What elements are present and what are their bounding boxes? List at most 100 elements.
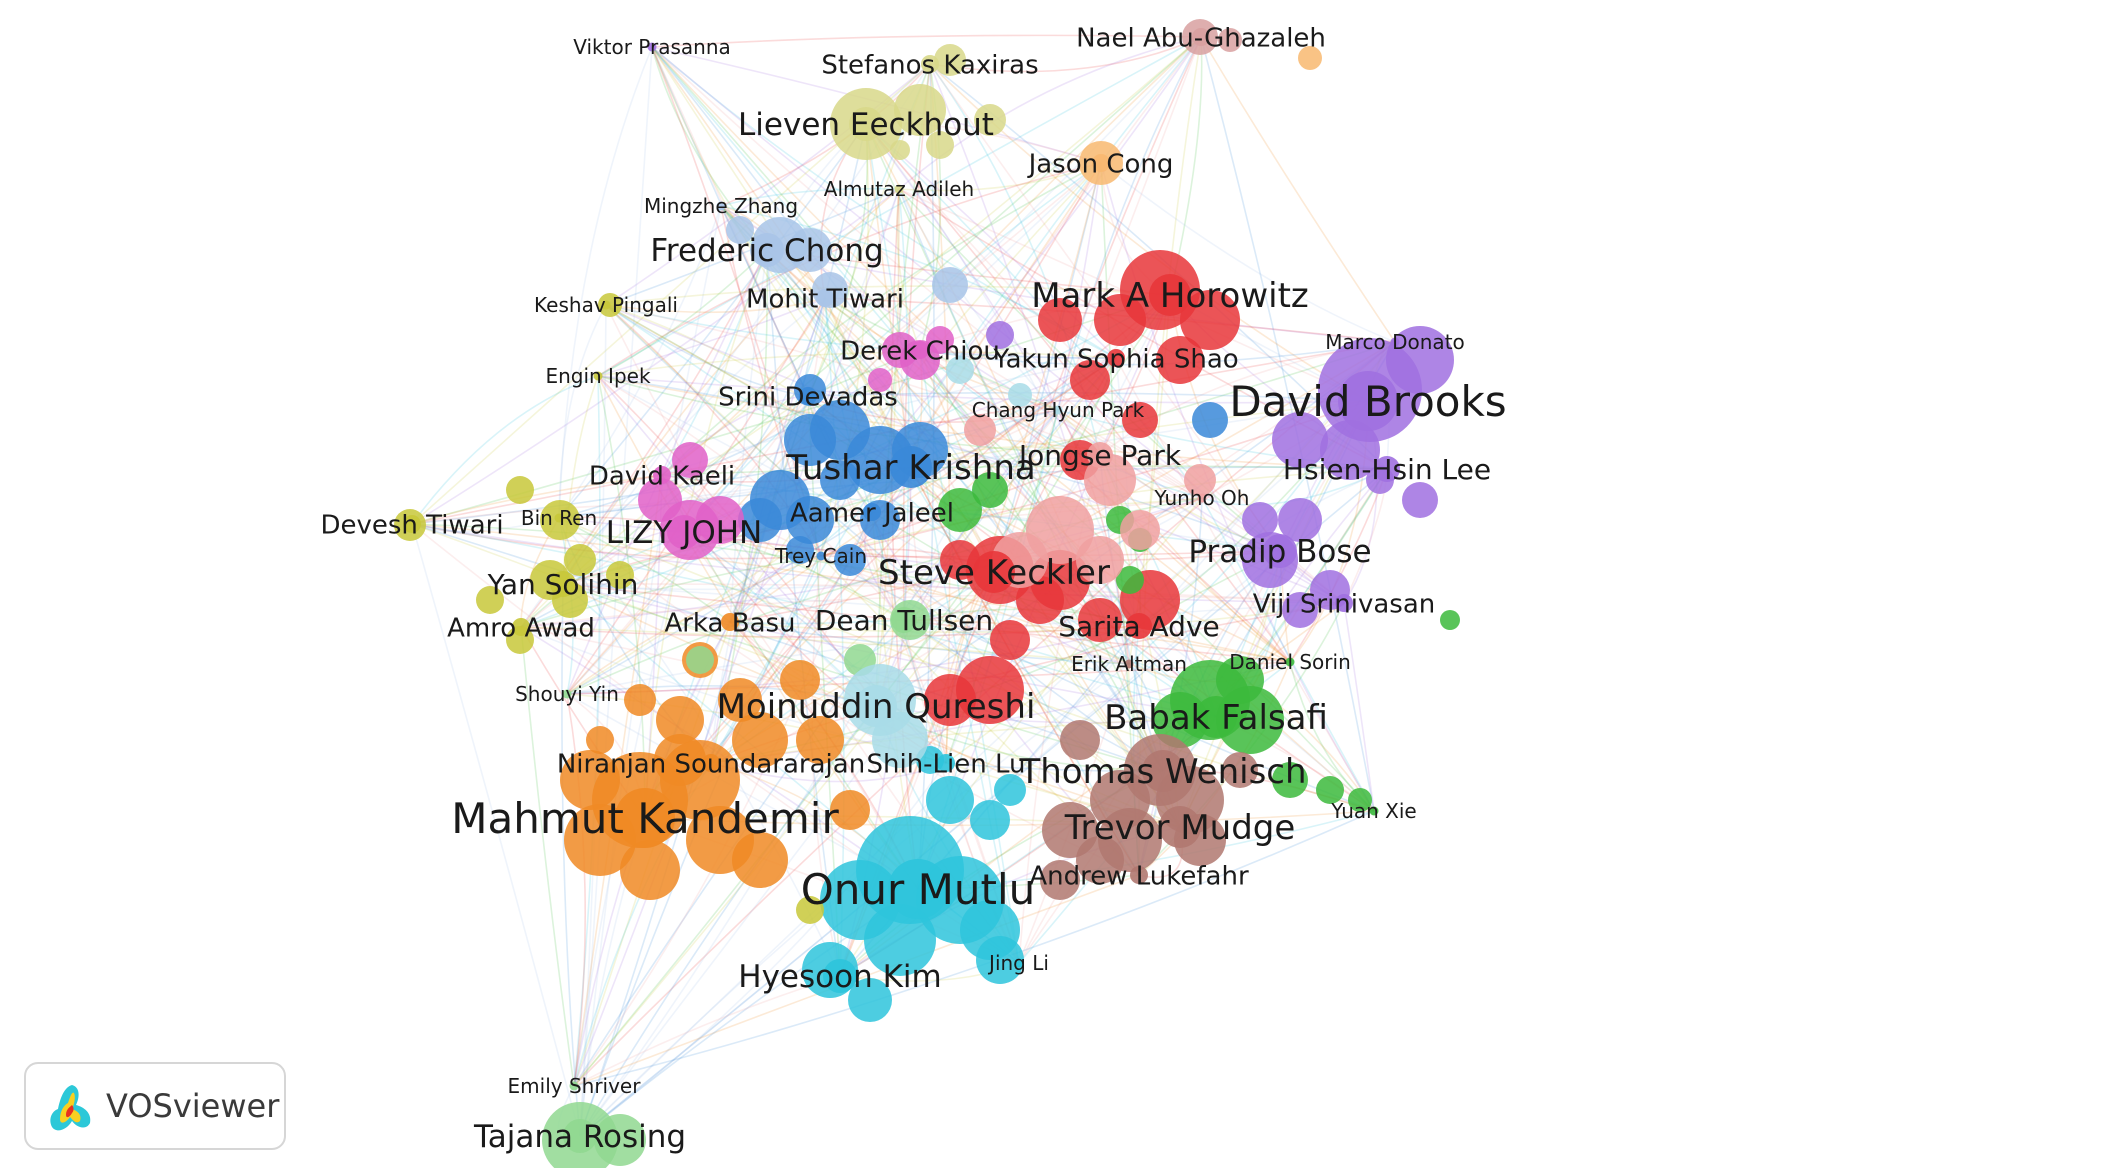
author-node[interactable] — [667, 515, 701, 549]
author-node[interactable] — [653, 466, 671, 484]
author-label[interactable]: Frederic Chong — [650, 233, 883, 269]
author-label[interactable]: Jongse Park — [1017, 439, 1182, 472]
author-label[interactable]: Aamer Jaleel — [790, 498, 954, 528]
author-label[interactable]: Almutaz Adileh — [824, 177, 974, 201]
author-node[interactable] — [1142, 750, 1184, 792]
author-node[interactable] — [1053, 405, 1063, 415]
author-label[interactable]: Shih-Lien Lu — [866, 749, 1025, 779]
author-label[interactable]: Babak Falsafi — [1104, 698, 1328, 738]
author-label[interactable]: Marco Donato — [1325, 330, 1465, 354]
author-label[interactable]: Viji Srinivasan — [1253, 589, 1436, 619]
author-label[interactable]: Mohit Tiwari — [746, 284, 904, 314]
author-node[interactable] — [1197, 493, 1207, 503]
author-node[interactable] — [569, 1081, 579, 1091]
author-label[interactable]: Stefanos Kaxiras — [821, 50, 1038, 80]
author-node[interactable] — [1195, 696, 1237, 738]
author-node[interactable] — [894, 184, 904, 194]
author-node[interactable] — [1124, 659, 1134, 669]
author-label[interactable]: Dean Tullsen — [815, 604, 993, 637]
author-node[interactable] — [1335, 594, 1353, 612]
author-label[interactable]: Moinuddin Qureshi — [717, 687, 1036, 727]
author-label[interactable]: Andrew Lukefahr — [1029, 861, 1249, 891]
vosviewer-logo[interactable]: VOSviewer — [24, 1062, 286, 1150]
author-node[interactable] — [888, 859, 948, 919]
author-label[interactable]: David Kaeli — [589, 461, 735, 491]
author-label[interactable]: Onur Mutlu — [801, 865, 1036, 914]
author-node[interactable] — [1149, 274, 1191, 316]
author-node[interactable] — [911, 341, 929, 359]
author-label[interactable]: Erik Altman — [1071, 652, 1187, 676]
author-node[interactable] — [921, 55, 939, 73]
author-node[interactable] — [1263, 534, 1297, 568]
author-node[interactable] — [1374, 456, 1400, 482]
author-node[interactable] — [1092, 154, 1110, 172]
author-node[interactable] — [855, 685, 897, 727]
author-label[interactable]: Lieven Eeckhout — [738, 107, 994, 143]
author-label[interactable]: Mahmut Kandemir — [451, 794, 839, 843]
author-label[interactable]: Tushar Krishna — [785, 448, 1035, 488]
author-node[interactable] — [1369, 806, 1379, 816]
author-label[interactable]: Hsien-Hsin Lee — [1283, 453, 1491, 486]
author-node[interactable] — [863, 503, 881, 521]
author-label[interactable]: Pradip Bose — [1188, 534, 1371, 570]
author-label[interactable]: Bin Ren — [521, 506, 597, 530]
author-node[interactable] — [816, 551, 826, 561]
author-label[interactable]: Shouyi Yin — [515, 682, 619, 706]
author-label[interactable]: Srini Devadas — [718, 382, 898, 412]
author-node[interactable] — [890, 446, 932, 488]
author-node[interactable] — [1107, 349, 1125, 367]
author-label[interactable]: Nael Abu-Ghazaleh — [1076, 23, 1326, 53]
author-label[interactable]: Steve Keckler — [878, 553, 1110, 593]
author-node[interactable] — [403, 515, 421, 533]
author-label[interactable]: Viktor Prasanna — [573, 35, 731, 59]
author-node[interactable] — [716, 201, 726, 211]
author-node[interactable] — [750, 233, 784, 267]
author-node[interactable] — [512, 618, 530, 636]
author-node[interactable] — [615, 788, 675, 848]
author-node[interactable] — [550, 571, 576, 597]
author-label[interactable]: Trevor Mudge — [1064, 808, 1296, 848]
author-label[interactable]: Daniel Sorin — [1229, 650, 1351, 674]
author-node[interactable] — [1014, 958, 1024, 968]
author-label[interactable]: LIZY JOHN — [606, 515, 762, 551]
author-node[interactable] — [1285, 657, 1295, 667]
author-label[interactable]: Yunho Oh — [1154, 486, 1250, 510]
author-node[interactable] — [563, 1119, 597, 1153]
author-label[interactable]: Mark A Horowitz — [1031, 276, 1309, 316]
author-label[interactable]: Derek Chiou — [840, 336, 1000, 366]
author-label[interactable]: Tajana Rosing — [473, 1119, 686, 1155]
author-node[interactable] — [601, 300, 611, 310]
author-node[interactable] — [1087, 442, 1113, 468]
author-label[interactable]: Mingzhe Zhang — [644, 194, 798, 218]
author-node[interactable] — [816, 289, 834, 307]
author-label[interactable]: Devesh Tiwari — [320, 510, 503, 540]
author-node[interactable] — [937, 754, 955, 772]
author-node[interactable] — [891, 607, 917, 633]
author-label[interactable]: David Brooks — [1229, 377, 1506, 426]
author-node[interactable] — [1390, 337, 1400, 347]
author-label[interactable]: Emily Shriver — [508, 1074, 642, 1098]
author-node[interactable] — [702, 754, 720, 772]
author-label[interactable]: Niranjan Soundararajan — [557, 749, 865, 779]
author-node[interactable] — [1338, 371, 1398, 431]
author-label[interactable]: Engin Ipek — [545, 364, 650, 388]
author-node[interactable] — [1126, 613, 1152, 639]
author-label[interactable]: Yakun Sophia Shao — [992, 344, 1238, 374]
author-label[interactable]: Jason Cong — [1027, 149, 1174, 179]
author-node[interactable] — [562, 689, 572, 699]
author-label[interactable]: Chang Hyun Park — [972, 398, 1145, 422]
author-label[interactable]: Yuan Xie — [1330, 799, 1416, 823]
author-node[interactable] — [554, 513, 564, 523]
author-label[interactable]: Jing Li — [987, 951, 1049, 975]
author-node[interactable] — [593, 371, 603, 381]
author-node[interactable] — [849, 107, 883, 141]
author-node[interactable] — [647, 42, 657, 52]
author-node[interactable] — [973, 551, 1015, 593]
author-node[interactable] — [721, 613, 739, 631]
author-label[interactable]: Thomas Wenisch — [1018, 752, 1306, 792]
author-node[interactable] — [823, 959, 857, 993]
author-label[interactable]: Trey Cain — [774, 544, 867, 568]
author-label[interactable]: Arka Basu — [664, 608, 795, 638]
author-node[interactable] — [1130, 866, 1148, 884]
